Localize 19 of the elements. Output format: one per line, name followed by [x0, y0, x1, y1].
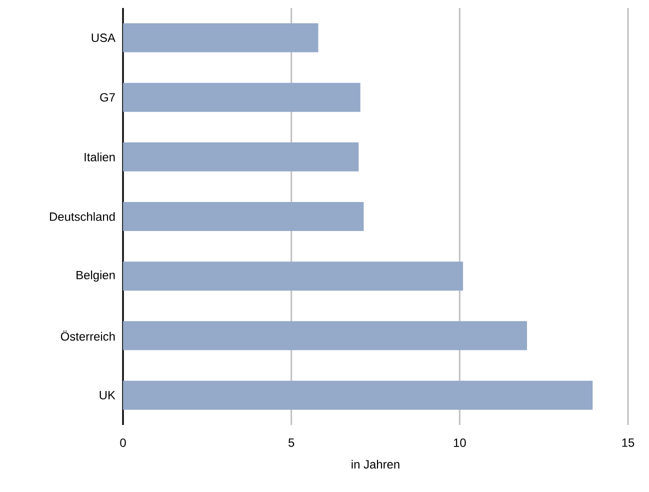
bar [123, 142, 359, 172]
bar [123, 262, 464, 291]
y-tick-label: Österreich [60, 330, 115, 341]
x-tick-label: 5 [288, 438, 294, 447]
y-tick-label: G7 [100, 93, 115, 102]
x-axis-title: in Jahren [352, 460, 400, 469]
bar [123, 321, 528, 350]
x-tick-label: 15 [622, 438, 634, 447]
y-tick-label: Belgien [76, 270, 115, 282]
bar [123, 82, 360, 112]
x-tick-label: 10 [454, 438, 466, 447]
y-tick-label: UK [100, 391, 116, 400]
y-tick-label: USA [92, 34, 116, 42]
bar [123, 380, 593, 410]
y-tick-label: Deutschland [50, 212, 115, 221]
x-tick-label: 0 [120, 438, 126, 447]
bar [123, 23, 318, 52]
y-tick-label: Italien [84, 152, 115, 162]
bar [123, 202, 364, 232]
